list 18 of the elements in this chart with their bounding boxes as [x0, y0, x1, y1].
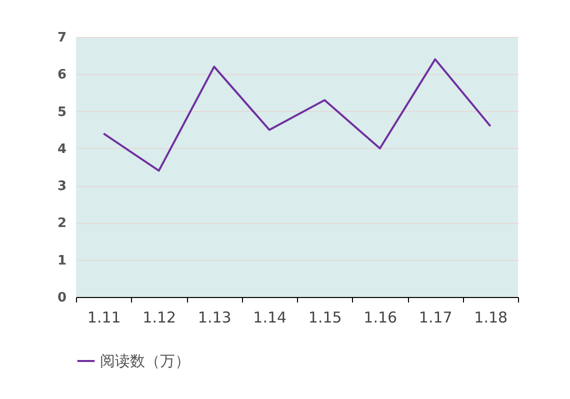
y-tick-label: 3	[57, 179, 66, 194]
x-tick-label: 1.16	[364, 308, 398, 326]
y-tick-label: 0	[57, 290, 66, 306]
x-tick-label: 1.18	[474, 308, 508, 326]
x-tick-label: 1.17	[418, 308, 452, 326]
y-tick-label: 4	[57, 142, 66, 157]
x-tick-label: 1.15	[308, 308, 342, 326]
y-tick-label: 7	[57, 30, 66, 46]
x-tick-label: 1.13	[198, 308, 232, 326]
x-tick-label: 1.11	[87, 308, 121, 326]
legend-label: 阅读数（万）	[100, 352, 190, 370]
y-tick-label: 1	[57, 253, 66, 268]
line-series	[102, 58, 492, 172]
y-tick-label: 5	[57, 104, 66, 120]
y-tick-label: 2	[57, 216, 66, 232]
x-tick-label: 1.12	[142, 308, 176, 326]
x-tick-label: 1.14	[253, 308, 287, 326]
y-tick-label: 6	[57, 68, 66, 83]
